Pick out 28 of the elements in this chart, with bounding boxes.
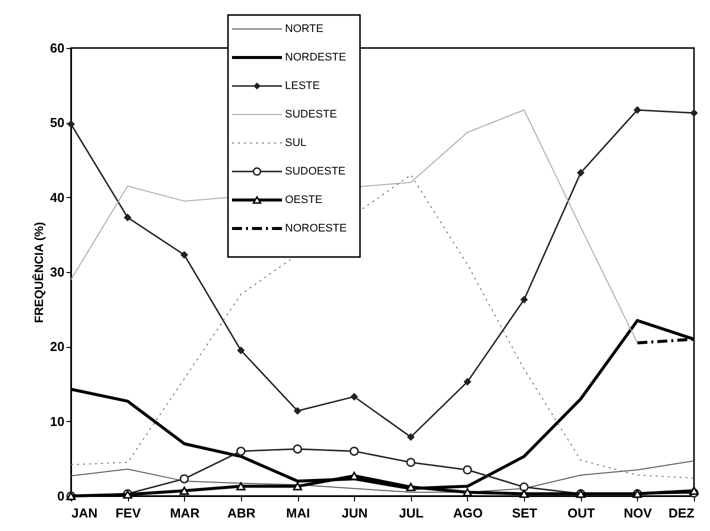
x-tick-label: MAI [286, 506, 310, 520]
legend-label: LESTE [285, 80, 320, 92]
x-tick-label: DEZ [668, 506, 695, 520]
x-tick-label: JUL [399, 506, 424, 520]
y-tick-label: 40 [50, 190, 64, 205]
y-tick-label: 0 [57, 488, 64, 504]
y-axis-title: FREQUÊNCIA (%) [32, 222, 46, 323]
x-tick-label: MAR [170, 506, 200, 520]
y-tick-label: 60 [50, 40, 64, 56]
x-tick-label: JAN [72, 506, 98, 520]
x-tick-label: ABR [227, 506, 256, 520]
y-tick-label: 30 [50, 264, 64, 280]
legend-label: NORDESTE [285, 52, 346, 64]
x-tick-label: OUT [568, 506, 595, 520]
y-tick-label: 50 [50, 115, 64, 130]
y-tick-label: 10 [50, 414, 64, 429]
legend-label: SUL [285, 137, 306, 149]
legend-label: NORTE [285, 23, 324, 35]
legend-label: SUDOESTE [285, 166, 346, 178]
x-tick-label: SET [512, 506, 538, 520]
x-tick-label: NOV [624, 506, 652, 520]
legend-label: NOROESTE [285, 222, 347, 234]
x-tick-label: AGO [453, 506, 483, 520]
legend-label: SUDESTE [285, 108, 337, 120]
x-tick-label: JUN [342, 506, 368, 520]
legend-label: OESTE [285, 194, 322, 206]
x-tick-label: FEV [115, 506, 142, 520]
y-tick-label: 20 [50, 339, 64, 354]
